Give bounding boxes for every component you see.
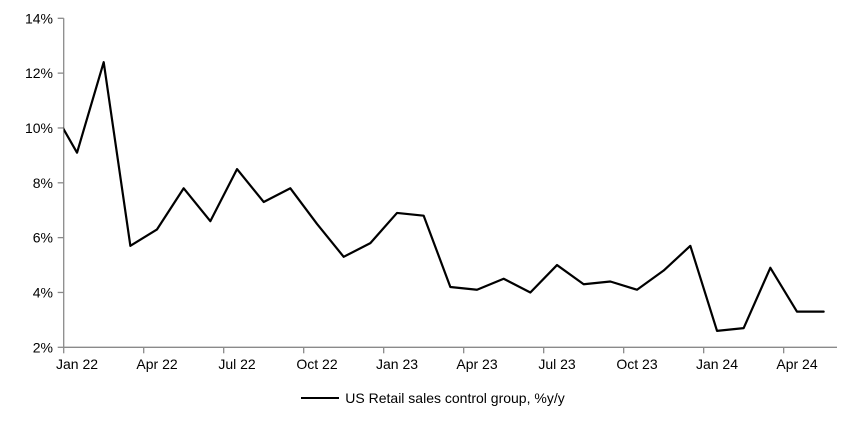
- legend-label: US Retail sales control group, %y/y: [345, 390, 565, 406]
- x-axis-tick-label: Jul 22: [218, 356, 256, 372]
- legend-line-swatch: [301, 397, 340, 399]
- x-axis-tick-label: Apr 22: [136, 356, 177, 372]
- series-line: [63, 61, 825, 332]
- y-axis-tick-label: 8%: [33, 175, 53, 191]
- y-axis-tick-label: 4%: [33, 284, 53, 300]
- x-axis-tick-label: Apr 23: [456, 356, 497, 372]
- x-axis-tick-label: Oct 22: [296, 356, 337, 372]
- x-axis-tick-label: Oct 23: [616, 356, 657, 372]
- y-axis-tick-label: 14%: [25, 10, 53, 26]
- legend: US Retail sales control group, %y/y: [0, 388, 852, 408]
- y-axis-tick-label: 10%: [25, 120, 53, 136]
- x-axis-tick-label: Jan 22: [56, 356, 98, 372]
- y-axis-tick-label: 12%: [25, 65, 53, 81]
- x-axis-tick-label: Jan 23: [376, 356, 418, 372]
- x-axis-tick-label: Apr 24: [776, 356, 817, 372]
- x-axis-tick-label: Jan 24: [696, 356, 738, 372]
- x-axis-tick-label: Jul 23: [538, 356, 576, 372]
- y-axis-tick-label: 6%: [33, 230, 53, 246]
- y-axis-tick-label: 2%: [33, 339, 53, 355]
